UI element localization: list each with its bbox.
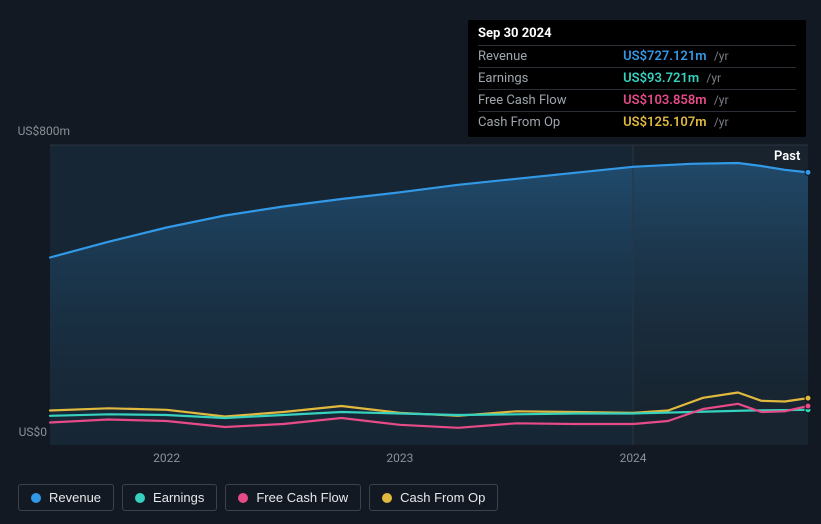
y-axis-label-max: US$800m [0, 124, 70, 138]
legend-swatch-icon [382, 493, 392, 503]
x-axis-label-1: 2023 [386, 451, 413, 465]
tooltip-unit: /yr [710, 93, 729, 107]
tooltip-label: Cash From Op [478, 112, 623, 134]
tooltip-unit: /yr [710, 49, 729, 63]
tooltip-label: Free Cash Flow [478, 90, 623, 112]
legend-label: Revenue [49, 490, 101, 505]
tooltip-unit: /yr [710, 115, 729, 129]
tooltip-value: US$103.858m [623, 93, 706, 108]
legend-item-cfo[interactable]: Cash From Op [369, 484, 498, 511]
y-axis-label-min: US$0 [0, 425, 47, 439]
tooltip-row-cfo: Cash From Op US$125.107m /yr [478, 112, 796, 134]
legend-swatch-icon [31, 493, 41, 503]
legend-item-earnings[interactable]: Earnings [122, 484, 217, 511]
tooltip-value: US$125.107m [623, 115, 706, 130]
tooltip-value: US$727.121m [623, 49, 706, 64]
x-axis-label-0: 2022 [153, 451, 180, 465]
tooltip-row-earnings: Earnings US$93.721m /yr [478, 68, 796, 90]
past-label: Past [774, 149, 800, 164]
tooltip-row-revenue: Revenue US$727.121m /yr [478, 46, 796, 68]
tooltip-table: Revenue US$727.121m /yr Earnings US$93.7… [478, 45, 796, 133]
legend-label: Free Cash Flow [256, 490, 348, 505]
chart-tooltip: Sep 30 2024 Revenue US$727.121m /yr Earn… [468, 20, 806, 137]
chart-legend: Revenue Earnings Free Cash Flow Cash Fro… [18, 484, 498, 511]
x-axis-label-2: 2024 [620, 451, 647, 465]
tooltip-label: Revenue [478, 46, 623, 68]
legend-item-fcf[interactable]: Free Cash Flow [225, 484, 361, 511]
legend-swatch-icon [238, 493, 248, 503]
legend-swatch-icon [135, 493, 145, 503]
legend-label: Earnings [153, 490, 204, 505]
tooltip-row-fcf: Free Cash Flow US$103.858m /yr [478, 90, 796, 112]
legend-label: Cash From Op [400, 490, 485, 505]
tooltip-unit: /yr [702, 71, 721, 85]
tooltip-value: US$93.721m [623, 71, 699, 86]
earnings-revenue-chart: US$800m US$0 2022 2023 2024 Past Sep 30 … [0, 0, 821, 524]
tooltip-date: Sep 30 2024 [478, 26, 796, 45]
tooltip-label: Earnings [478, 68, 623, 90]
legend-item-revenue[interactable]: Revenue [18, 484, 114, 511]
